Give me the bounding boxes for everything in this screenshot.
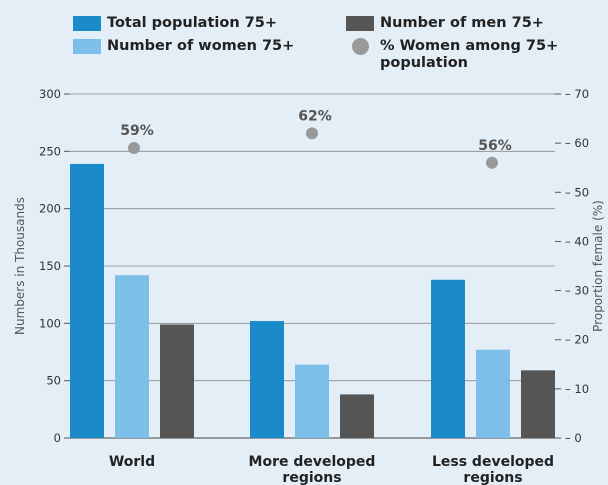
y2-tick-label: – 40 (565, 234, 589, 248)
x-tick-label: regions (282, 470, 341, 485)
x-tick-label: World (109, 454, 155, 470)
pct-point (306, 127, 318, 140)
y-tick-label: 250 (39, 144, 61, 158)
bar-men (160, 324, 194, 438)
bar-women (295, 364, 329, 438)
legend-label-pct: % Women among 75+ population (380, 38, 559, 71)
bar-women (115, 275, 149, 438)
legend-label-men: Number of men 75+ (380, 15, 544, 31)
bar-men (521, 370, 555, 438)
legend-item-total: Total population 75+ (73, 15, 313, 33)
pct-point (128, 142, 140, 155)
y2-tick-label: – 30 (565, 284, 589, 298)
y-tick-label: 100 (39, 316, 61, 330)
legend-swatch-total (73, 16, 101, 31)
legend-label-total: Total population 75+ (107, 15, 278, 31)
pct-data-label: 56% (478, 138, 512, 154)
bar-total (250, 321, 284, 438)
y-tick-label: 150 (39, 259, 61, 273)
legend-swatch-women (73, 39, 101, 54)
bar-men (340, 394, 374, 438)
legend-label-women: Number of women 75+ (107, 38, 295, 54)
y2-tick-label: – 70 (565, 87, 589, 101)
legend-item-pct: % Women among 75+ population (346, 38, 586, 74)
pct-point (486, 156, 498, 169)
y2-tick-label: – 20 (565, 333, 589, 347)
y-tick-label: 200 (39, 202, 61, 216)
legend-swatch-men (346, 16, 374, 31)
y-tick-label: 0 (54, 431, 61, 445)
pct-data-label: 59% (120, 123, 154, 139)
y2-tick-label: – 0 (565, 431, 582, 445)
y-tick-label: 50 (46, 374, 61, 388)
x-tick-label: More developed (249, 454, 376, 470)
legend-swatch-pct (352, 38, 369, 55)
y2-tick-label: – 60 (565, 136, 589, 150)
bar-women (476, 349, 510, 438)
bar-total (431, 279, 465, 438)
x-tick-label: Less developed (432, 454, 554, 470)
legend-item-women: Number of women 75+ (73, 38, 313, 56)
y2-tick-label: – 50 (565, 185, 589, 199)
legend-item-men: Number of men 75+ (346, 15, 576, 33)
bar-total (70, 163, 104, 439)
x-tick-label: regions (463, 470, 522, 485)
pct-data-label: 62% (298, 108, 332, 124)
y2-tick-label: – 10 (565, 382, 589, 396)
y-tick-label: 300 (39, 87, 61, 101)
y-axis-title: Numbers in Thousands (13, 197, 27, 335)
y2-axis-title: Proportion female (%) (591, 200, 605, 332)
